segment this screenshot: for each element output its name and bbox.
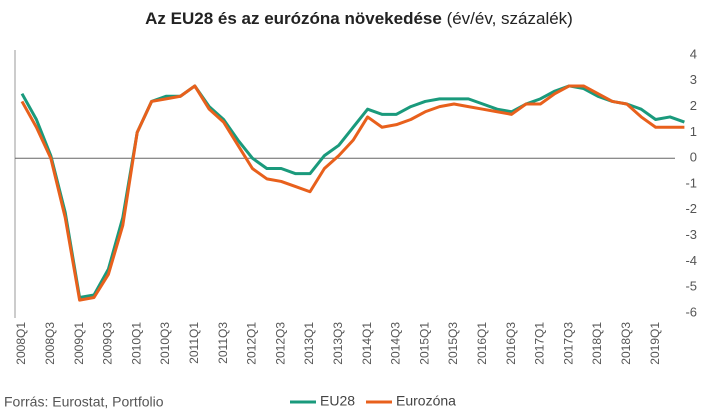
y-tick-label: -3: [685, 227, 697, 242]
x-tick-label: 2009Q1: [72, 322, 86, 365]
x-tick-label: 2017Q1: [533, 322, 547, 365]
y-tick-label: -4: [685, 253, 697, 268]
x-tick-label: 2008Q1: [14, 322, 28, 365]
source: Forrás: Eurostat, Portfolio: [4, 394, 164, 410]
x-tick-label: 2013Q1: [302, 322, 316, 365]
x-tick-label: 2011Q1: [187, 322, 201, 364]
y-tick-label: -2: [685, 201, 697, 216]
x-tick-label: 2018Q3: [619, 322, 633, 365]
x-tick-label: 2011Q3: [216, 322, 230, 364]
x-tick-label: 2015Q1: [417, 322, 431, 365]
legend-label: Eurozóna: [396, 393, 456, 409]
series-line: [20, 84, 685, 300]
x-tick-label: 2009Q3: [101, 322, 115, 365]
y-tick-label: -6: [685, 304, 697, 319]
chart-title-group: Az EU28 és az eurózóna növekedése (év/év…: [145, 9, 573, 28]
y-tick-label: 2: [690, 98, 697, 113]
chart-subtitle: (év/év, százalék): [447, 9, 573, 28]
x-tick-label: 2016Q3: [504, 322, 518, 365]
y-tick-label: -1: [685, 175, 697, 190]
y-tick-label: 1: [690, 124, 697, 139]
x-tick-label: 2017Q3: [561, 322, 575, 365]
x-tick-label: 2014Q1: [360, 322, 374, 365]
y-tick-label: -5: [685, 279, 697, 294]
legend-label: EU28: [320, 393, 355, 409]
y-tick-label: 4: [690, 46, 697, 61]
x-tick-label: 2013Q3: [331, 322, 345, 365]
x-tick-label: 2008Q3: [43, 322, 57, 365]
x-tick-label: 2018Q1: [590, 322, 604, 365]
x-tick-label: 2014Q3: [389, 322, 403, 365]
chart-title: Az EU28 és az eurózóna növekedése: [145, 9, 442, 28]
y-tick-label: 0: [690, 150, 697, 165]
series-line: [20, 84, 685, 302]
x-tick-label: 2010Q3: [158, 322, 172, 365]
x-tick-label: 2019Q1: [648, 322, 662, 365]
x-tick-label: 2012Q3: [273, 322, 287, 365]
x-tick-label: 2016Q1: [475, 322, 489, 365]
x-tick-label: 2015Q3: [446, 322, 460, 365]
x-tick-label: 2012Q1: [245, 322, 259, 365]
y-tick-label: 3: [690, 72, 697, 87]
x-tick-label: 2010Q1: [129, 322, 143, 365]
